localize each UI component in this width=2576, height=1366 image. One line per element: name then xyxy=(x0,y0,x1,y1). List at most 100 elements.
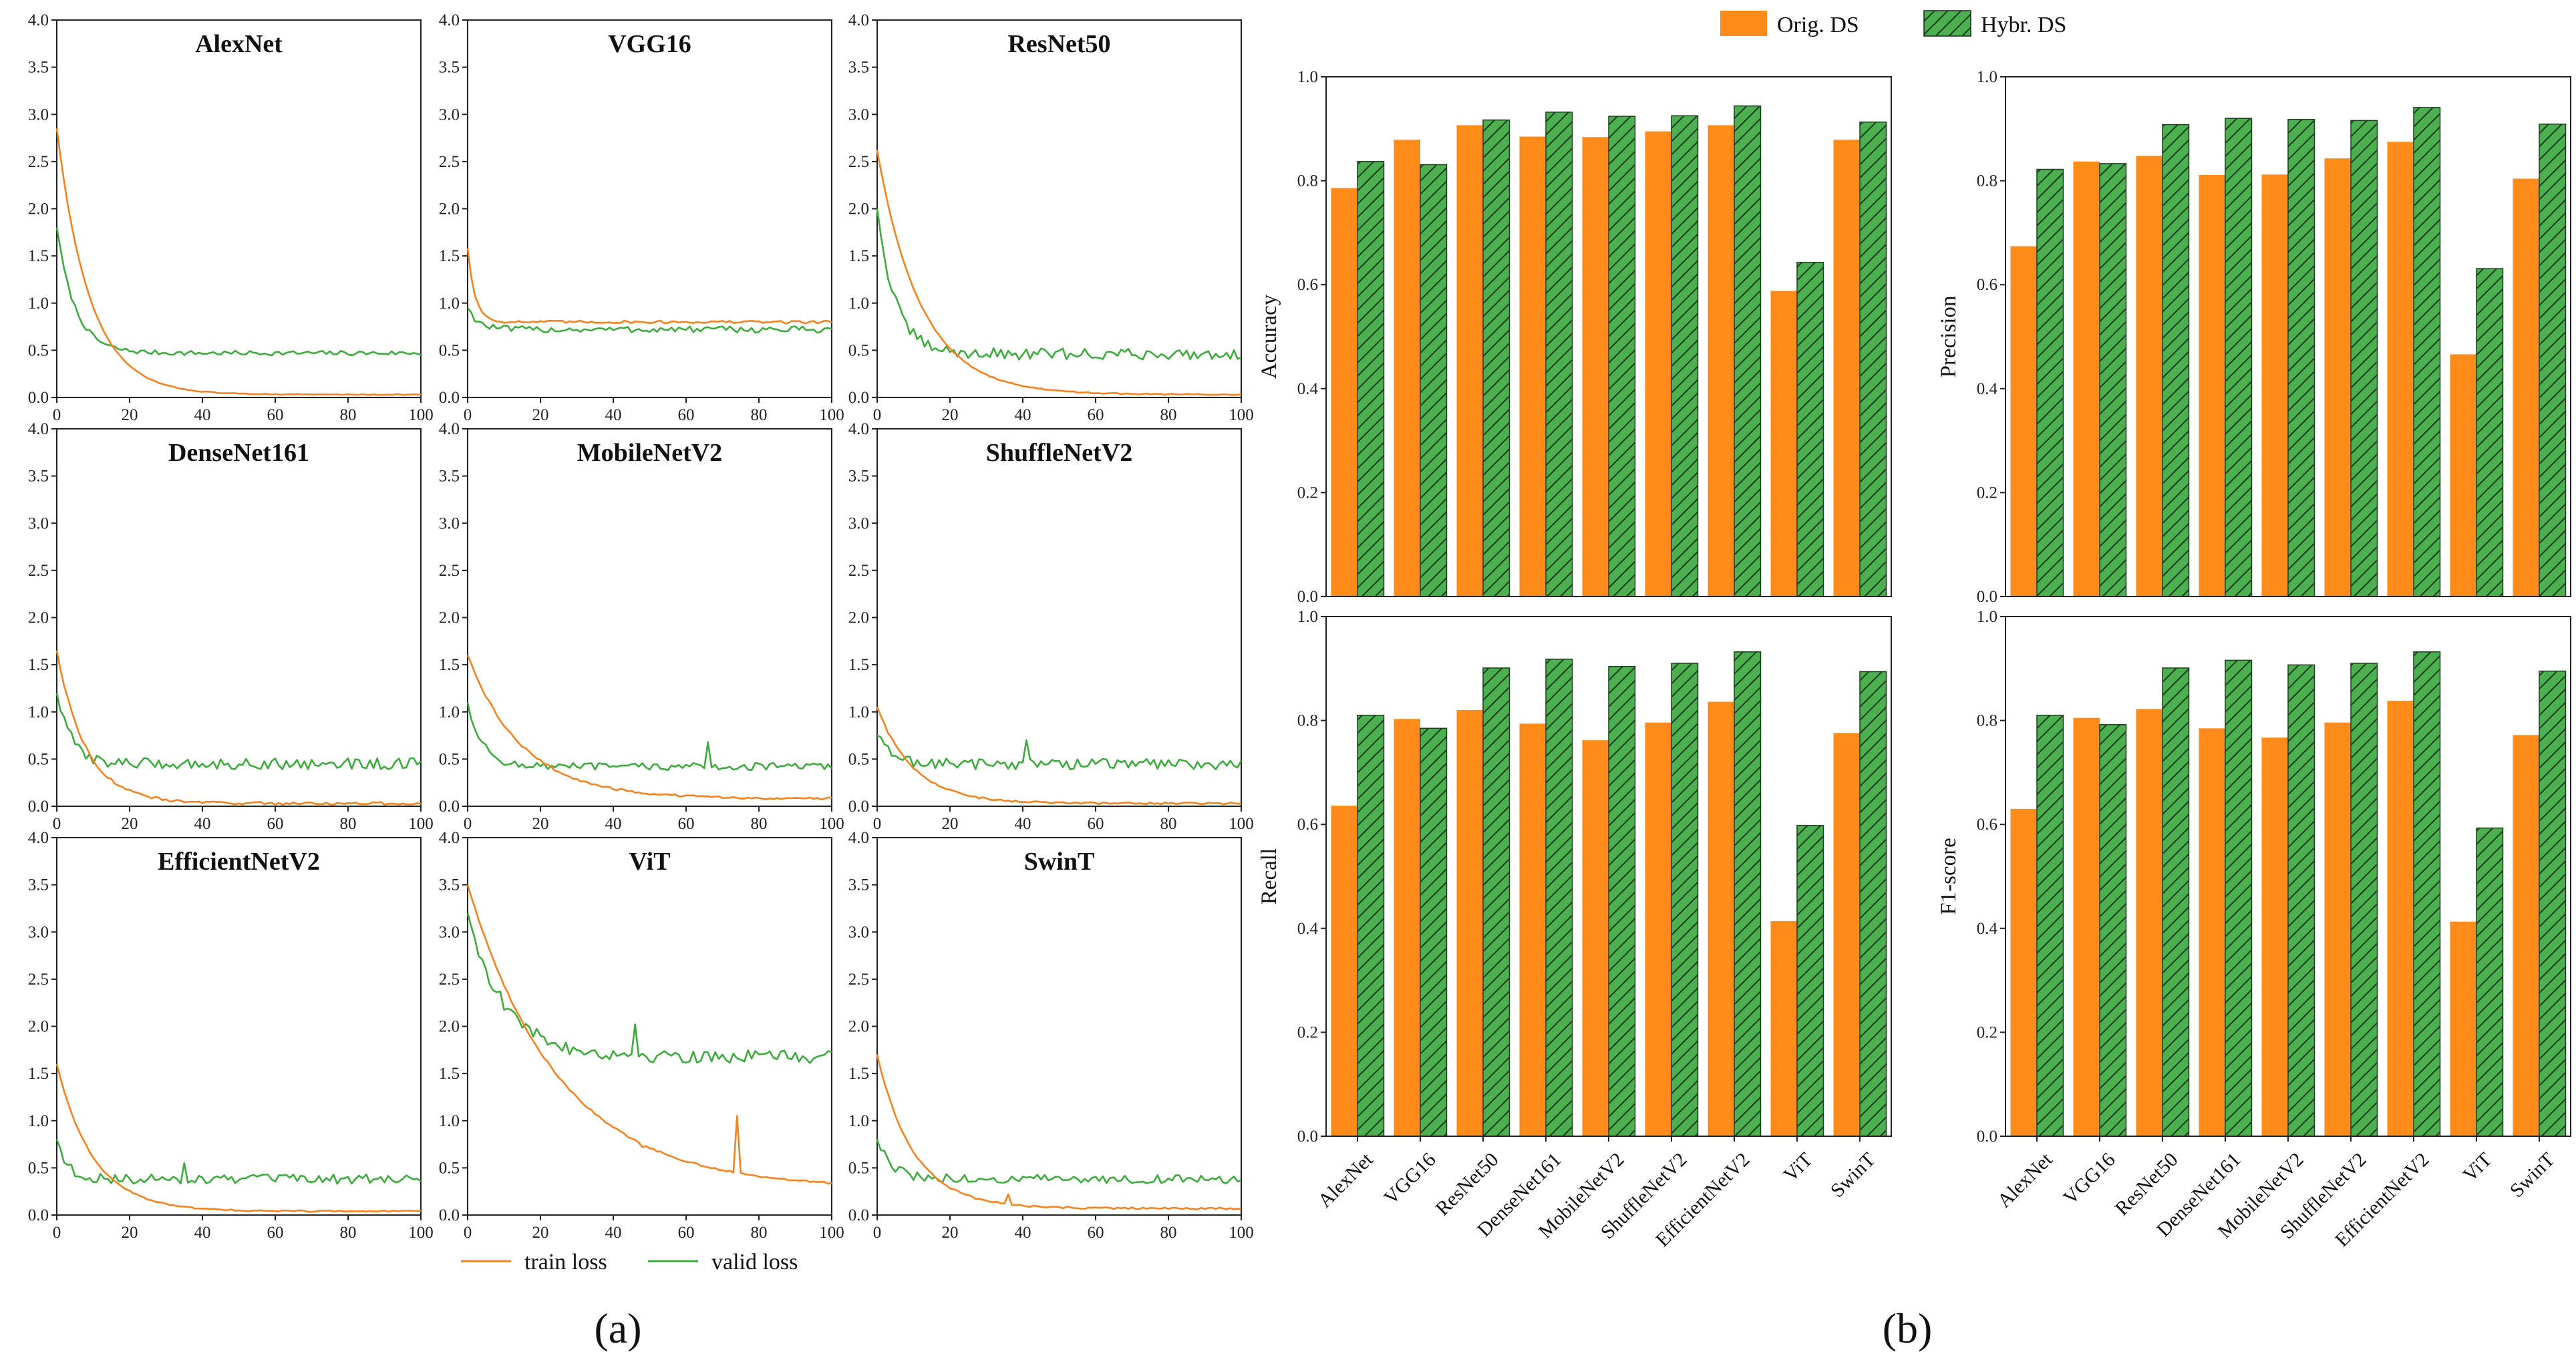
legend-hybr-label: Hybr. DS xyxy=(1981,13,2066,37)
y-tick-label: 0.0 xyxy=(848,1206,869,1224)
y-tick-label: 0.0 xyxy=(1297,1128,1318,1146)
valid-loss-line xyxy=(466,307,832,334)
y-tick-label: 3.5 xyxy=(28,876,49,894)
bar-hybr xyxy=(1671,115,1699,597)
x-tick-label: 0 xyxy=(464,1224,472,1242)
x-tick-label: 80 xyxy=(340,1224,357,1242)
y-tick-label: 3.5 xyxy=(28,468,49,486)
y-tick-label: 0.8 xyxy=(1297,172,1318,190)
y-tick-label: 0.4 xyxy=(1977,380,1998,398)
plot-frame xyxy=(876,19,1242,398)
x-tick-label: 20 xyxy=(942,815,959,833)
bar-orig xyxy=(1770,291,1797,596)
subplot-title: ViT xyxy=(629,848,671,876)
bar-hybr xyxy=(1420,164,1448,597)
bar-hybr xyxy=(1608,665,1636,1137)
x-tick-label: 0 xyxy=(873,406,882,424)
x-tick-label: 80 xyxy=(751,406,768,424)
train-loss-line xyxy=(466,884,832,1185)
y-tick-label: 2.0 xyxy=(848,200,869,218)
bar-orig xyxy=(1708,701,1734,1136)
y-tick-label: 1.0 xyxy=(28,295,49,313)
bar-orig xyxy=(2387,142,2414,597)
bar-orig xyxy=(2324,722,2351,1136)
bar-orig xyxy=(1708,125,1734,596)
bar-orig xyxy=(1645,131,1671,596)
y-tick-label: 0.8 xyxy=(1297,712,1318,730)
loss-panel: 0 20 40 60 80 100 0.0 0.5 1.0 1.5 2.0 2.5 3.0 3.5 4.0 R… xyxy=(848,11,1254,424)
y-tick-label: 4.0 xyxy=(28,829,49,847)
bar-hybr xyxy=(2099,163,2127,597)
y-tick-label: 0.5 xyxy=(28,341,49,359)
bar-orig xyxy=(1582,740,1609,1136)
bar-hybr xyxy=(2099,724,2127,1137)
valid-loss-line xyxy=(466,912,832,1064)
plot-frame xyxy=(1325,76,1892,597)
bar-hybr xyxy=(1545,112,1573,597)
x-tick-label: 40 xyxy=(194,406,211,424)
y-tick-label: 2.5 xyxy=(439,153,460,171)
loss-panel: 0 20 40 60 80 100 0.0 0.5 1.0 1.5 2.0 2.5 3.0 3.5 4.0 V… xyxy=(439,11,844,424)
y-tick-label: 3.0 xyxy=(848,923,869,941)
bar-orig xyxy=(2513,178,2539,596)
x-tick-label: 40 xyxy=(1015,815,1031,833)
bar-hybr xyxy=(1796,261,1824,597)
loss-panel: 0 20 40 60 80 100 0.0 0.5 1.0 1.5 2.0 2.5 3.0 3.5 4.0 V… xyxy=(439,829,844,1242)
plot-frame xyxy=(2005,76,2571,597)
y-tick-label: 1.0 xyxy=(439,703,460,721)
x-tick-label: 40 xyxy=(194,1224,211,1242)
y-tick-label: 3.5 xyxy=(848,468,869,486)
subplot-title: ResNet50 xyxy=(1007,30,1110,58)
bar-orig xyxy=(2136,156,2162,597)
plot-frame xyxy=(56,837,422,1216)
bar-hybr xyxy=(1671,663,1699,1137)
x-tick-label: 0 xyxy=(464,406,472,424)
y-tick-label: 0.5 xyxy=(439,1159,460,1177)
y-tick-label: 0.5 xyxy=(439,750,460,768)
legend-valid-label: valid loss xyxy=(711,1250,798,1274)
plot-frame xyxy=(876,837,1242,1216)
category-label: AlexNet xyxy=(1313,1148,1378,1212)
loss-legend: train loss valid loss xyxy=(461,1250,798,1274)
loss-panel: 0 20 40 60 80 100 0.0 0.5 1.0 1.5 2.0 2.5 3.0 3.5 4.0 D… xyxy=(28,420,434,833)
x-tick-label: 20 xyxy=(942,406,959,424)
x-tick-label: 20 xyxy=(532,406,549,424)
y-tick-label: 0.6 xyxy=(1297,276,1318,294)
y-tick-label: 0.0 xyxy=(28,389,49,407)
y-tick-label: 3.0 xyxy=(28,106,49,124)
bar-orig xyxy=(1394,719,1420,1136)
y-tick-label: 1.5 xyxy=(439,656,460,674)
valid-loss-line xyxy=(876,1139,1242,1184)
category-label: VGG16 xyxy=(2059,1148,2120,1209)
bar-hybr xyxy=(2162,667,2190,1137)
legend-hybr-swatch xyxy=(1923,10,1971,37)
bar-orig xyxy=(1456,710,1483,1136)
bar-orig xyxy=(2073,717,2100,1136)
y-tick-label: 1.5 xyxy=(28,247,49,265)
x-tick-label: 80 xyxy=(1160,406,1177,424)
y-tick-label: 2.5 xyxy=(848,153,869,171)
plot-frame xyxy=(56,19,422,398)
loss-panel: 0 20 40 60 80 100 0.0 0.5 1.0 1.5 2.0 2.5 3.0 3.5 4.0 E… xyxy=(28,829,434,1242)
bar-orig xyxy=(1519,136,1546,596)
y-tick-label: 2.0 xyxy=(848,609,869,627)
y-tick-label: 4.0 xyxy=(28,11,49,29)
train-loss-line xyxy=(876,707,1242,806)
y-tick-label: 0.2 xyxy=(1297,484,1318,502)
category-label: SwinT xyxy=(1826,1148,1880,1202)
bar-hybr xyxy=(1796,825,1824,1137)
bar-hybr xyxy=(1859,121,1887,597)
y-tick-label: 1.0 xyxy=(439,1112,460,1130)
train-loss-line xyxy=(466,248,832,325)
y-tick-label: 1.0 xyxy=(1977,68,1997,86)
category-label: SwinT xyxy=(2506,1148,2559,1202)
bar-orig xyxy=(1645,722,1671,1136)
x-tick-label: 20 xyxy=(942,1224,959,1242)
x-tick-label: 60 xyxy=(1088,815,1104,833)
y-tick-label: 0.6 xyxy=(1977,816,1997,834)
y-tick-label: 4.0 xyxy=(439,11,460,29)
y-tick-label: 1.5 xyxy=(28,656,49,674)
metric-panel: 0.0 0.2 0.4 0.6 0.8 1.0 Precision xyxy=(1937,68,2571,606)
